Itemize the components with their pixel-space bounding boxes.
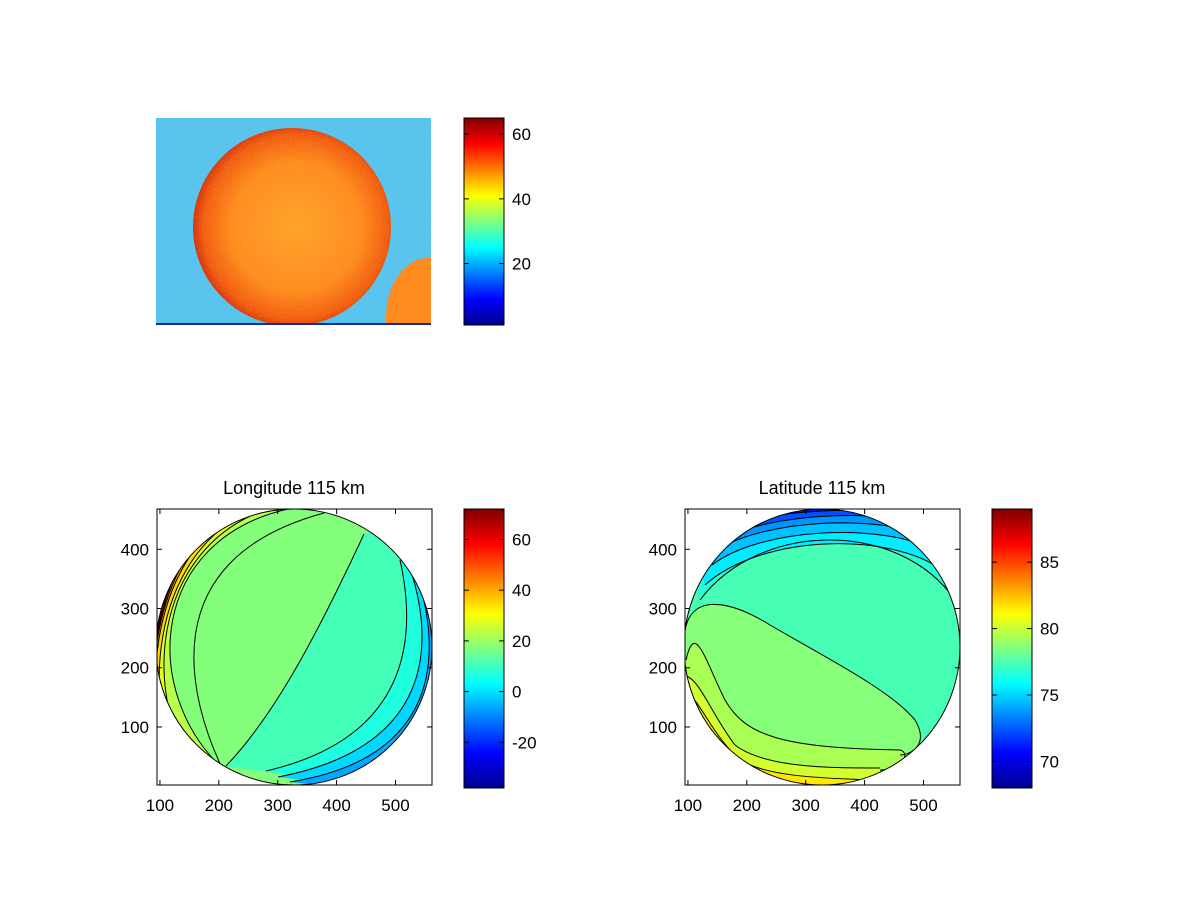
longitude-colorbar-tick-label: 60 bbox=[512, 530, 531, 549]
image-colorbar: 20 40 60 bbox=[463, 117, 531, 326]
longitude-map bbox=[157, 509, 432, 785]
longitude-colorbar-tick-label: -20 bbox=[512, 733, 537, 752]
longitude-x-tick-label: 500 bbox=[381, 796, 409, 815]
longitude-colorbar-tick-label: 0 bbox=[512, 683, 521, 702]
image-colorbar-tick-label: 60 bbox=[512, 125, 531, 144]
latitude-y-tick-label: 200 bbox=[649, 659, 677, 678]
longitude-y-tick-label: 300 bbox=[121, 600, 149, 619]
latitude-x-tick-label: 100 bbox=[674, 796, 702, 815]
latitude-colorbar: 70 75 80 85 bbox=[991, 508, 1059, 789]
image-corner-glow bbox=[386, 258, 431, 325]
image-panel: 20 40 60 bbox=[156, 117, 531, 326]
longitude-x-tick-label: 300 bbox=[264, 796, 292, 815]
longitude-y-tick-label: 200 bbox=[121, 659, 149, 678]
longitude-panel: Longitude 115 km bbox=[121, 478, 537, 815]
latitude-colorbar-tick-label: 85 bbox=[1040, 553, 1059, 572]
latitude-y-tick-label: 300 bbox=[649, 600, 677, 619]
longitude-title: Longitude 115 km bbox=[223, 478, 365, 498]
latitude-panel: Latitude 115 km bbox=[649, 478, 1059, 815]
latitude-map bbox=[685, 509, 960, 785]
latitude-colorbar-tick-label: 70 bbox=[1040, 752, 1059, 771]
longitude-colorbar: -20 0 20 40 60 bbox=[463, 508, 537, 789]
longitude-axes: 100 200 300 400 500 100 200 300 400 bbox=[121, 508, 433, 815]
latitude-title: Latitude 115 km bbox=[759, 478, 886, 498]
latitude-y-tick-label: 400 bbox=[649, 540, 677, 559]
longitude-y-tick-label: 100 bbox=[121, 718, 149, 737]
longitude-colorbar-tick-label: 20 bbox=[512, 632, 531, 651]
latitude-x-tick-label: 400 bbox=[850, 796, 878, 815]
latitude-colorbar-tick-label: 80 bbox=[1040, 620, 1059, 639]
longitude-x-tick-label: 200 bbox=[205, 796, 233, 815]
image-colorbar-tick-label: 20 bbox=[512, 255, 531, 274]
longitude-x-tick-label: 400 bbox=[322, 796, 350, 815]
longitude-y-tick-label: 400 bbox=[121, 540, 149, 559]
latitude-x-tick-label: 500 bbox=[909, 796, 937, 815]
latitude-axes: 100 200 300 400 500 100 200 300 400 bbox=[649, 508, 961, 815]
latitude-y-tick-label: 100 bbox=[649, 718, 677, 737]
image-colorbar-tick-label: 40 bbox=[512, 190, 531, 209]
longitude-colorbar-tick-label: 40 bbox=[512, 581, 531, 600]
latitude-colorbar-tick-label: 75 bbox=[1040, 686, 1059, 705]
longitude-x-tick-label: 100 bbox=[146, 796, 174, 815]
latitude-x-tick-label: 300 bbox=[792, 796, 820, 815]
latitude-x-tick-label: 200 bbox=[733, 796, 761, 815]
